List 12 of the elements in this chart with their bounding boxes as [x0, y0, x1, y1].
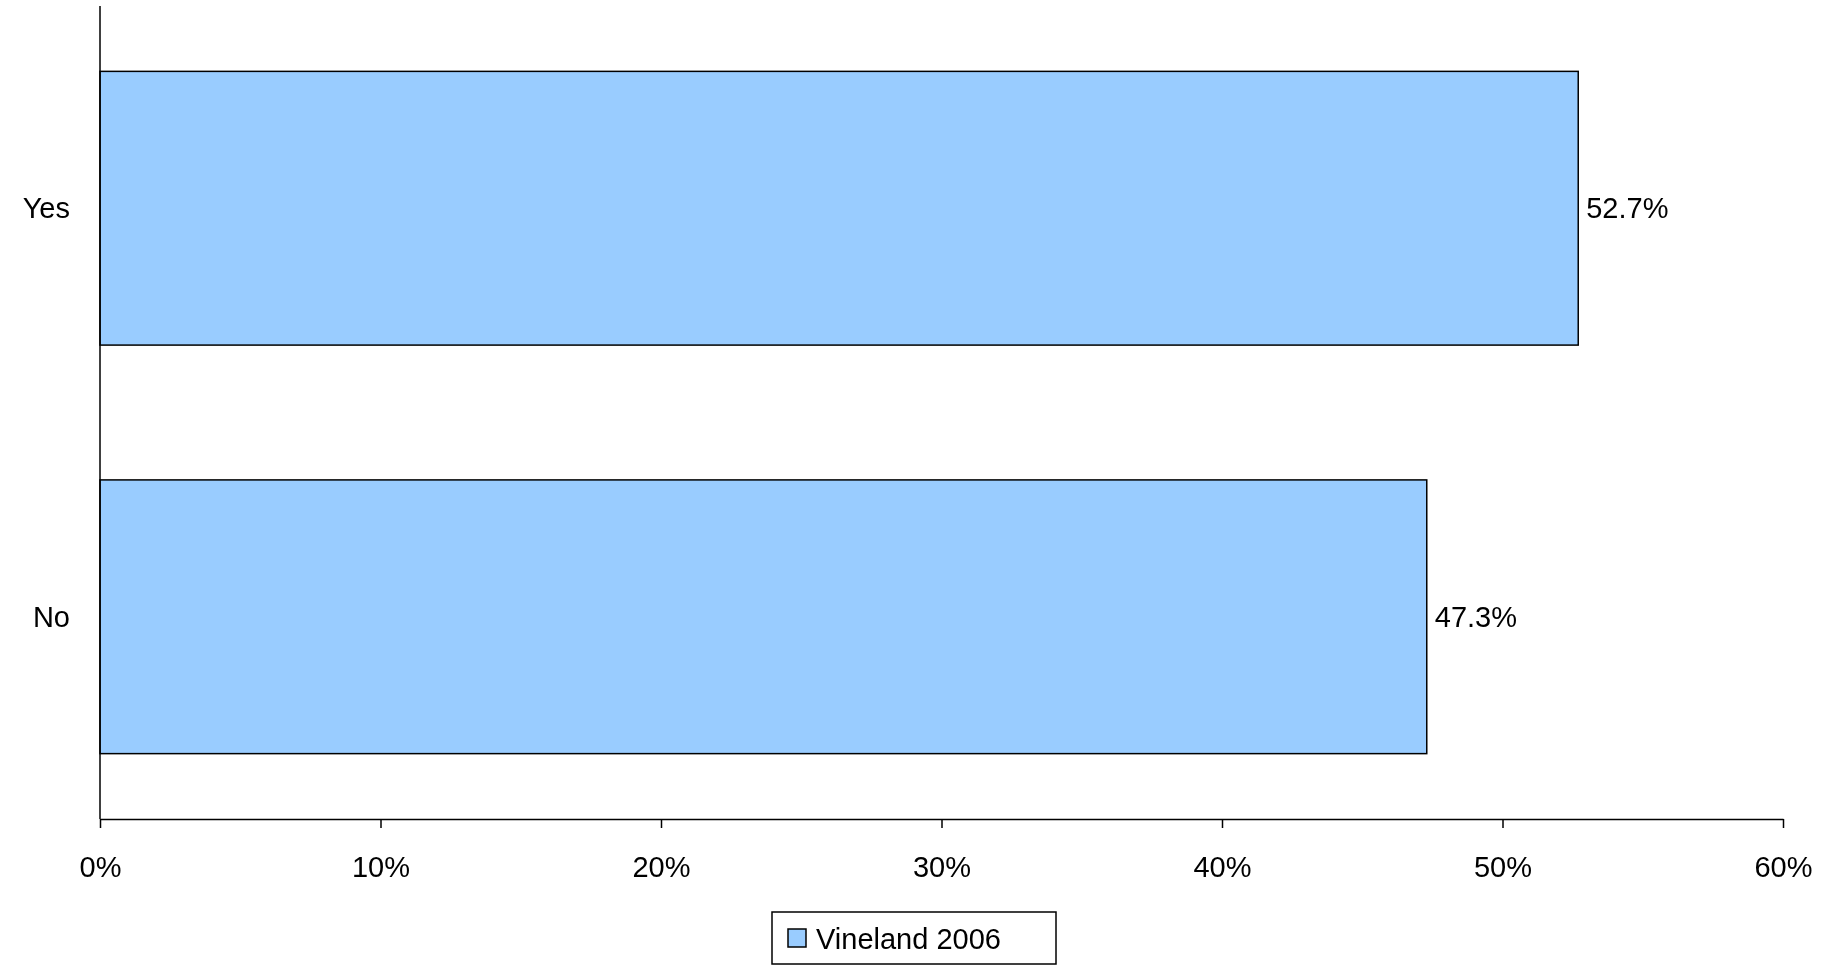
x-tick-label: 0%: [79, 850, 122, 883]
x-tick-label: 50%: [1473, 850, 1533, 883]
x-tick-label: 60%: [1754, 850, 1813, 883]
data-label: 52.7%: [1586, 192, 1669, 225]
x-tick-label: 40%: [1193, 850, 1252, 883]
y-tick-label: No: [32, 600, 70, 633]
data-label: 47.3%: [1434, 600, 1517, 633]
y-tick-label: Yes: [22, 192, 70, 225]
x-tick-label: 30%: [912, 850, 972, 883]
legend-label: Vineland 2006: [816, 923, 1001, 955]
x-tick-label: 20%: [632, 850, 691, 883]
x-tick-label: 10%: [351, 850, 411, 883]
